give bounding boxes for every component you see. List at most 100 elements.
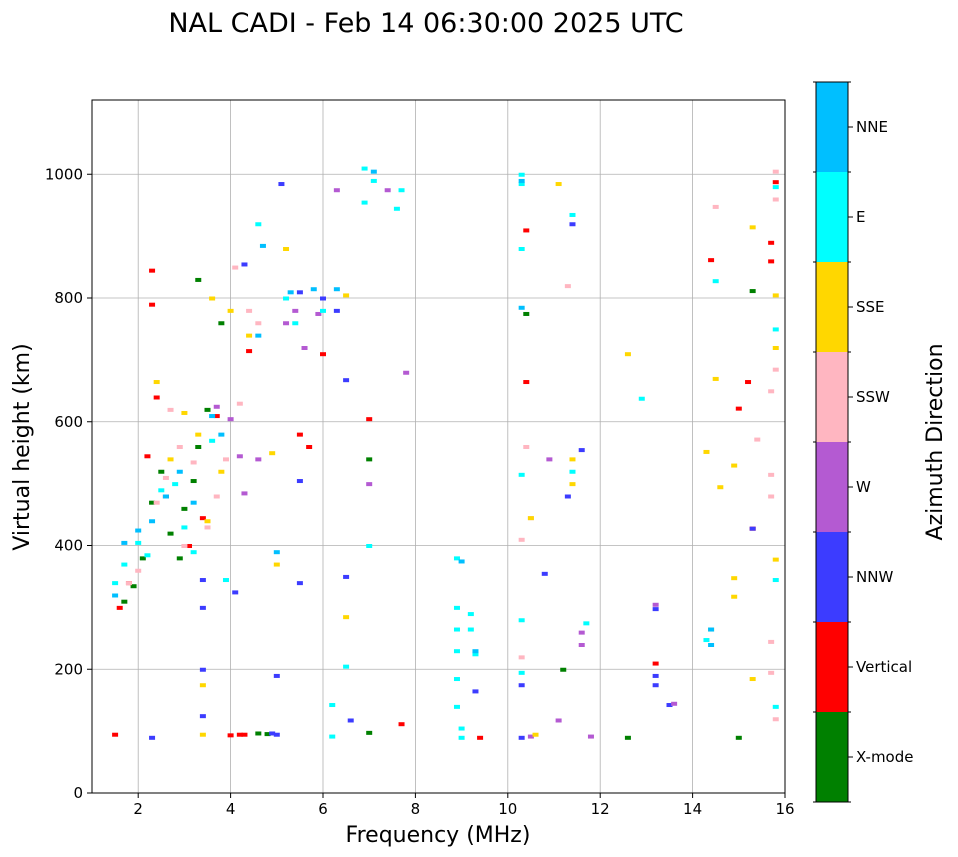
echo-point-sse (749, 225, 756, 230)
echo-point-x-mode (181, 506, 188, 511)
echo-point-vertical (523, 380, 530, 385)
echo-point-vertical (708, 258, 715, 263)
echo-point-ssw (768, 670, 775, 675)
echo-point-sse (283, 247, 290, 251)
echo-point-nnw (749, 526, 756, 531)
echo-point-sse (218, 469, 225, 474)
echo-point-x-mode (560, 667, 567, 672)
echo-point-w (255, 457, 262, 462)
echo-point-e (467, 612, 474, 617)
echo-point-sse (204, 519, 211, 524)
echo-point-w (236, 454, 243, 459)
colorbar-segment (816, 442, 848, 532)
echo-point-sse (269, 451, 276, 456)
echo-point-e (772, 185, 779, 190)
echo-point-e (518, 172, 525, 177)
echo-point-x-mode (176, 556, 183, 561)
echo-point-w (301, 346, 308, 350)
echo-point-nne (518, 178, 525, 183)
echo-point-sse (749, 677, 756, 682)
echo-point-ssw (181, 544, 188, 548)
colorbar-tick-label: W (856, 478, 871, 496)
echo-point-w (333, 188, 340, 193)
colorbar-tick-label: X-mode (856, 748, 913, 766)
echo-point-w (366, 482, 373, 487)
echo-point-e (458, 735, 465, 740)
echo-point-sse (209, 296, 216, 301)
echo-point-vertical (735, 406, 742, 411)
echo-point-ssw (768, 639, 775, 644)
echo-point-ssw (768, 472, 775, 477)
echo-point-e (181, 525, 188, 530)
echo-point-nnw (273, 673, 280, 678)
echo-point-e (121, 562, 128, 567)
x-axis-ticks: 2 4 6 8 10 12 14 16 (133, 793, 795, 818)
x-tick-label: 8 (411, 800, 421, 818)
y-tick-label: 200 (54, 660, 83, 678)
echo-point-x-mode (158, 469, 165, 474)
colorbar-segment (816, 352, 848, 442)
x-axis-label: Frequency (MHz) (346, 823, 531, 848)
echo-point-e (467, 627, 474, 632)
echo-point-vertical (652, 661, 659, 666)
echo-point-nne (287, 290, 294, 295)
echo-point-vertical (306, 445, 313, 449)
colorbar-segment (816, 712, 848, 802)
echo-point-x-mode (195, 445, 202, 449)
echo-point-nne (259, 243, 266, 248)
echo-point-nne (149, 519, 156, 524)
echo-point-e (255, 222, 262, 227)
echo-point-sse (343, 615, 350, 620)
echo-point-nnw (199, 714, 206, 719)
echo-point-e (329, 703, 336, 708)
y-tick-label: 600 (54, 413, 83, 431)
echo-point-nnw (518, 683, 525, 688)
echo-point-x-mode (204, 407, 211, 412)
echo-point-vertical (199, 516, 206, 521)
echo-point-e (370, 178, 377, 183)
echo-point-ssw (204, 525, 211, 530)
echo-point-nne (708, 627, 715, 632)
echo-point-ssw (518, 537, 525, 542)
echo-point-sse (199, 732, 206, 737)
echo-point-sse (569, 457, 576, 462)
echo-point-sse (527, 516, 534, 521)
colorbar-tick-label: Vertical (856, 658, 912, 676)
echo-point-nnw (652, 683, 659, 688)
echo-point-sse (343, 293, 350, 298)
echo-point-w (403, 370, 410, 375)
echo-point-e (518, 670, 525, 675)
echo-point-nne (708, 643, 715, 647)
echo-point-nnw (296, 479, 303, 484)
echo-point-e (329, 734, 336, 739)
echo-point-ssw (232, 265, 239, 270)
echo-point-e (393, 206, 400, 211)
echo-point-e (453, 677, 460, 682)
echo-point-nnw (347, 718, 354, 723)
echo-point-w (283, 321, 290, 326)
echo-point-ssw (564, 284, 571, 289)
echo-point-ssw (125, 581, 132, 586)
colorbar-frame (815, 81, 849, 803)
echo-point-x-mode (190, 479, 197, 484)
echo-point-w (213, 404, 220, 409)
echo-point-e (343, 664, 350, 669)
echo-point-nne (176, 469, 183, 474)
echo-point-e (638, 396, 645, 401)
echo-point-x-mode (218, 321, 225, 326)
echo-point-vertical (772, 180, 779, 185)
echo-point-x-mode (523, 311, 530, 316)
echo-point-x-mode (149, 500, 156, 505)
x-tick-label: 10 (498, 800, 517, 818)
echo-point-nnw (569, 222, 576, 227)
echo-point-e (361, 200, 368, 205)
echo-point-vertical (366, 417, 373, 422)
y-tick-label: 800 (54, 289, 83, 307)
echo-point-e (518, 472, 525, 477)
echo-point-sse (153, 380, 160, 385)
chart-title: NAL CADI - Feb 14 06:30:00 2025 UTC (168, 8, 683, 39)
echo-point-nne (370, 169, 377, 174)
echo-point-sse (199, 683, 206, 688)
echo-point-nnw (199, 667, 206, 672)
echo-point-vertical (153, 395, 160, 400)
